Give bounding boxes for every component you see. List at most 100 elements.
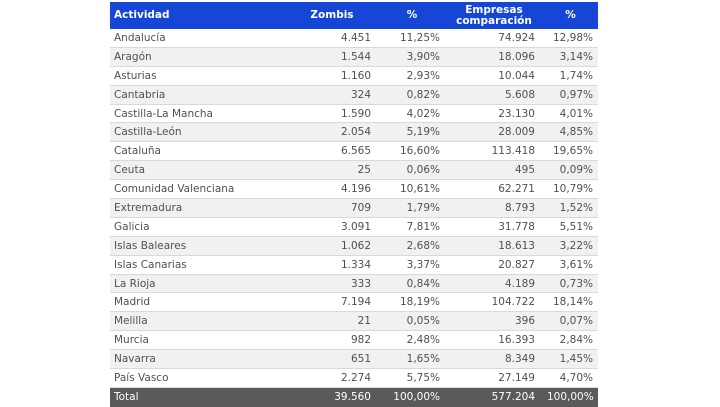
data-table-container: Actividad Zombis % Empresas comparación … [110, 2, 598, 407]
zombis-percent-cell: 0,06% [379, 160, 445, 181]
zombis-cell: 4.196 [285, 179, 379, 200]
zombis-percent-cell: 10,61% [379, 179, 445, 200]
empresas-cell: 18.613 [445, 236, 543, 256]
region-cell: Melilla [110, 311, 285, 332]
table-row: Castilla-León 2.054 5,19% 28.009 4,85% [110, 122, 598, 143]
zombis-cell: 709 [285, 198, 379, 218]
empresas-percent-cell: 19,65% [543, 141, 598, 162]
zombis-cell: 333 [285, 274, 379, 294]
empresas-cell: 18.096 [445, 47, 543, 67]
empresas-percent-cell: 5,51% [543, 217, 598, 237]
table-row: Islas Canarias 1.334 3,37% 20.827 3,61% [110, 255, 598, 275]
region-cell: Madrid [110, 292, 285, 313]
table-row: Comunidad Valenciana 4.196 10,61% 62.271 10,… [110, 179, 598, 200]
zombis-cell: 21 [285, 311, 379, 332]
zombis-cell: 25 [285, 160, 379, 181]
zombis-cell: 7.194 [285, 292, 379, 313]
table-row: Cataluña 6.565 16,60% 113.418 19,65% [110, 141, 598, 162]
zombis-cell: 3.091 [285, 217, 379, 237]
table-total-row: Total 39.560 100,00% 577.204 100,00% [110, 387, 598, 407]
zombis-percent-cell: 11,25% [379, 29, 445, 48]
region-cell: Cataluña [110, 141, 285, 162]
empresas-cell: 4.189 [445, 274, 543, 294]
region-cell: Castilla-León [110, 122, 285, 143]
table-row: Galicia 3.091 7,81% 31.778 5,51% [110, 217, 598, 237]
zombis-percent-cell: 7,81% [379, 217, 445, 237]
header-empresas-line2: comparación [456, 14, 532, 27]
empresas-percent-cell: 1,52% [543, 198, 598, 218]
table-row: Andalucía 4.451 11,25% 74.924 12,98% [110, 29, 598, 48]
empresas-percent-cell: 0,09% [543, 160, 598, 181]
table-row: Madrid 7.194 18,19% 104.722 18,14% [110, 292, 598, 313]
zombis-percent-cell: 5,19% [379, 122, 445, 143]
empresas-cell: 495 [445, 160, 543, 181]
table-row: Murcia 982 2,48% 16.393 2,84% [110, 330, 598, 351]
region-cell: Asturias [110, 66, 285, 86]
empresas-cell: 5.608 [445, 85, 543, 105]
table-row: Extremadura 709 1,79% 8.793 1,52% [110, 198, 598, 218]
table-body: Andalucía 4.451 11,25% 74.924 12,98% Aragón 1.… [110, 29, 598, 407]
region-cell: Comunidad Valenciana [110, 179, 285, 200]
zombis-cell: 2.274 [285, 368, 379, 388]
zombis-percent-cell: 16,60% [379, 141, 445, 162]
region-cell: Murcia [110, 330, 285, 351]
table-row: La Rioja 333 0,84% 4.189 0,73% [110, 274, 598, 294]
zombis-percent-cell: 4,02% [379, 104, 445, 124]
region-cell: Galicia [110, 217, 285, 237]
zombis-cell: 651 [285, 349, 379, 370]
empresas-percent-cell: 1,74% [543, 66, 598, 86]
zombis-cell: 6.565 [285, 141, 379, 162]
empresas-cell: 113.418 [445, 141, 543, 162]
zombis-cell: 1.334 [285, 255, 379, 275]
zombis-cell: 1.062 [285, 236, 379, 256]
empresas-cell: 74.924 [445, 29, 543, 48]
region-cell: Andalucía [110, 29, 285, 48]
empresas-percent-cell: 3,22% [543, 236, 598, 256]
zombis-cell: 1.160 [285, 66, 379, 86]
empresas-percent-cell: 4,01% [543, 104, 598, 124]
header-percent-empresas: % [543, 2, 598, 29]
table-row: Aragón 1.544 3,90% 18.096 3,14% [110, 47, 598, 67]
header-zombis: Zombis [285, 2, 379, 29]
zombis-percent-cell: 2,48% [379, 330, 445, 351]
table-row: Melilla 21 0,05% 396 0,07% [110, 311, 598, 332]
zombis-percent-cell: 18,19% [379, 292, 445, 313]
region-cell: Ceuta [110, 160, 285, 181]
zombis-percent-cell: 3,37% [379, 255, 445, 275]
empresas-cell: 16.393 [445, 330, 543, 351]
zombis-percent-cell: 5,75% [379, 368, 445, 388]
empresas-percent-cell: 0,73% [543, 274, 598, 294]
region-cell: Navarra [110, 349, 285, 370]
region-cell: Extremadura [110, 198, 285, 218]
empresas-cell: 20.827 [445, 255, 543, 275]
total-empresas-percent-cell: 100,00% [543, 387, 598, 407]
empresas-percent-cell: 3,61% [543, 255, 598, 275]
empresas-percent-cell: 1,45% [543, 349, 598, 370]
region-cell: Castilla-La Mancha [110, 104, 285, 124]
table-row: Navarra 651 1,65% 8.349 1,45% [110, 349, 598, 370]
total-region-cell: Total [110, 387, 285, 407]
zombis-cell: 982 [285, 330, 379, 351]
empresas-percent-cell: 18,14% [543, 292, 598, 313]
empresas-cell: 27.149 [445, 368, 543, 388]
region-cell: Islas Baleares [110, 236, 285, 256]
region-cell: La Rioja [110, 274, 285, 294]
empresas-percent-cell: 4,85% [543, 122, 598, 143]
table-row: Islas Baleares 1.062 2,68% 18.613 3,22% [110, 236, 598, 256]
total-empresas-cell: 577.204 [445, 387, 543, 407]
empresas-percent-cell: 3,14% [543, 47, 598, 67]
header-actividad: Actividad [110, 2, 285, 29]
table-row: Ceuta 25 0,06% 495 0,09% [110, 160, 598, 181]
zombis-percent-cell: 0,82% [379, 85, 445, 105]
table-row: Castilla-La Mancha 1.590 4,02% 23.130 4,01% [110, 104, 598, 124]
zombis-cell: 1.544 [285, 47, 379, 67]
empresas-cell: 8.793 [445, 198, 543, 218]
region-cell: Islas Canarias [110, 255, 285, 275]
zombis-percent-cell: 3,90% [379, 47, 445, 67]
table-header-row: Actividad Zombis % Empresas comparación … [110, 2, 598, 29]
table-row: País Vasco 2.274 5,75% 27.149 4,70% [110, 368, 598, 388]
empresas-cell: 23.130 [445, 104, 543, 124]
empresas-percent-cell: 0,97% [543, 85, 598, 105]
header-percent-zombis: % [379, 2, 445, 29]
zombis-percent-cell: 0,05% [379, 311, 445, 332]
